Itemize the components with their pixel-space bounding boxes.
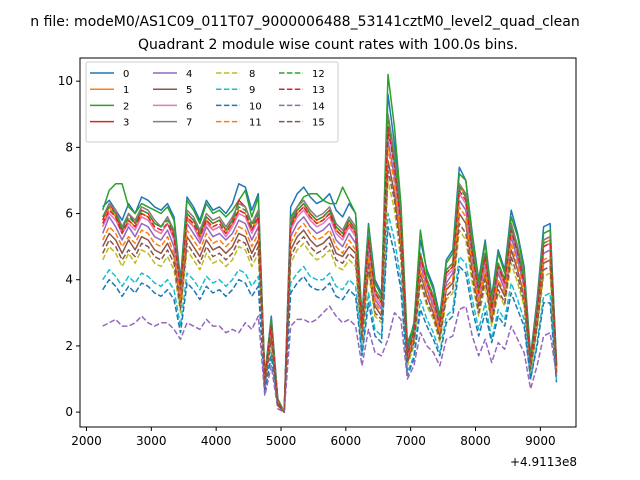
legend-label-7: 7 [186, 118, 192, 129]
x-offset-label: +4.9113e8 [510, 455, 577, 469]
y-tick-label: 8 [65, 140, 73, 154]
legend-label-5: 5 [186, 85, 192, 96]
series-line-5 [102, 159, 558, 413]
series-line-13 [102, 126, 558, 413]
y-tick-label: 2 [65, 339, 73, 353]
series-line-9 [102, 212, 558, 413]
legend-label-2: 2 [123, 101, 129, 112]
legend-label-1: 1 [123, 85, 129, 96]
x-tick-label: 3000 [136, 434, 167, 448]
x-tick-label: 8000 [460, 434, 491, 448]
legend-label-6: 6 [186, 101, 192, 112]
legend-label-13: 13 [312, 85, 325, 96]
series-line-10 [102, 226, 558, 413]
y-axis: 0 2 4 6 8 10 [58, 74, 80, 419]
legend-label-14: 14 [312, 101, 325, 112]
legend-label-3: 3 [123, 118, 129, 129]
x-tick-label: 9000 [525, 434, 556, 448]
legend-label-10: 10 [249, 101, 262, 112]
y-tick-label: 4 [65, 273, 73, 287]
suptitle: n file: modeM0/AS1C09_011T07_9000006488_… [30, 14, 579, 30]
legend-label-12: 12 [312, 69, 325, 80]
y-tick-label: 0 [65, 405, 73, 419]
series-line-14 [102, 305, 558, 413]
x-axis: 2000 3000 4000 5000 6000 7000 8000 9000 [71, 427, 556, 448]
plot-area [101, 73, 558, 413]
legend-label-11: 11 [249, 118, 262, 129]
legend-label-9: 9 [249, 85, 255, 96]
series-line-15 [102, 169, 558, 413]
y-tick-label: 6 [65, 207, 73, 221]
x-tick-label: 7000 [395, 434, 426, 448]
x-tick-label: 4000 [201, 434, 232, 448]
y-tick-label: 10 [58, 74, 73, 88]
legend-box [85, 61, 339, 143]
x-tick-label: 5000 [266, 434, 297, 448]
series-line-8 [102, 179, 558, 413]
legend-label-15: 15 [312, 118, 325, 129]
legend-label-4: 4 [186, 69, 192, 80]
chart-title: Quadrant 2 module wise count rates with … [138, 37, 518, 53]
x-tick-label: 6000 [331, 434, 362, 448]
legend-label-0: 0 [123, 69, 129, 80]
series-line-11 [102, 146, 558, 413]
x-tick-label: 2000 [71, 434, 102, 448]
axes-frame [79, 57, 577, 428]
legend-label-8: 8 [249, 69, 255, 80]
